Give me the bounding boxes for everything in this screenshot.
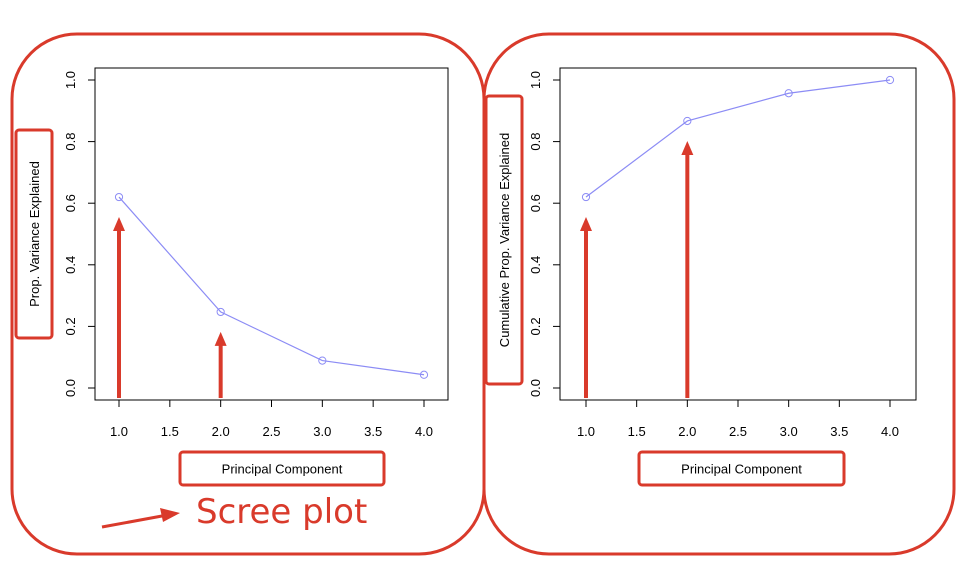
y-tick-label: 0.0 [528, 379, 543, 397]
x-tick-label: 1.5 [161, 424, 179, 439]
x-tick-label: 3.5 [364, 424, 382, 439]
y-tick-label: 0.6 [63, 194, 78, 212]
y-tick-label: 0.2 [528, 317, 543, 335]
data-point [216, 307, 225, 317]
y-tick-label: 0.4 [63, 256, 78, 274]
x-axis-label: Principal Component [222, 462, 343, 477]
highlight-arrowhead [113, 217, 125, 232]
data-point [683, 116, 692, 126]
plot-frame [559, 67, 917, 401]
y-tick-label: 1.0 [528, 71, 543, 89]
x-tick-label: 1.0 [110, 424, 128, 439]
x-tick-label: 2.0 [212, 424, 230, 439]
data-point [114, 192, 124, 202]
annotation-arrow [101, 514, 163, 529]
y-axis-label-highlight [14, 128, 54, 340]
data-point [419, 370, 429, 379]
y-axis-label: Cumulative Prop. Variance Explained [497, 133, 512, 347]
annotation-arrowhead [160, 508, 180, 522]
x-tick-label: 2.0 [678, 424, 696, 439]
data-point [581, 192, 591, 202]
y-tick-label: 0.4 [528, 256, 543, 274]
scree-chart: 1.0 1.5 2.0 2.5 3.0 3.5 4.0 0.0 0.2 0.4 0.6 0.8 1.0 P… [14, 67, 449, 487]
x-tick-label: 1.5 [628, 424, 646, 439]
data-point [885, 75, 895, 85]
highlight-arrowhead [681, 140, 694, 155]
y-axis-label: Prop. Variance Explained [27, 161, 42, 307]
data-point [318, 356, 327, 365]
y-axis-label-highlight [484, 94, 524, 386]
x-axis-label-highlight [637, 450, 846, 487]
y-tick-label: 1.0 [63, 71, 78, 89]
x-tick-label: 4.0 [881, 424, 899, 439]
scree-plot-annotation: Scree plot [101, 492, 367, 532]
annotation-text: Scree plot [196, 492, 367, 532]
data-point [784, 89, 793, 98]
x-axis-label-highlight [178, 450, 386, 487]
highlight-arrowhead [214, 331, 227, 346]
y-tick-label: 0.8 [63, 133, 78, 151]
cumulative-variance-chart: 1.0 1.5 2.0 2.5 3.0 3.5 4.0 0.0 0.2 0.4 0.6 0.8 1.0 P… [484, 67, 917, 487]
x-tick-label: 4.0 [415, 424, 433, 439]
series-line [118, 196, 425, 376]
y-tick-label: 0.6 [528, 194, 543, 212]
y-tick-label: 0.2 [63, 317, 78, 335]
plot-frame [94, 67, 449, 401]
x-tick-label: 3.5 [830, 424, 848, 439]
series-line [585, 79, 891, 198]
highlight-arrowhead [580, 217, 592, 232]
x-tick-label: 3.0 [313, 424, 331, 439]
x-axis-label: Principal Component [681, 462, 802, 477]
right-panel-frame [482, 32, 956, 556]
x-tick-label: 2.5 [729, 424, 747, 439]
y-tick-label: 0.0 [63, 379, 78, 397]
x-tick-label: 3.0 [780, 424, 798, 439]
x-tick-label: 1.0 [577, 424, 595, 439]
y-tick-label: 0.8 [528, 133, 543, 151]
x-tick-label: 2.5 [262, 424, 280, 439]
